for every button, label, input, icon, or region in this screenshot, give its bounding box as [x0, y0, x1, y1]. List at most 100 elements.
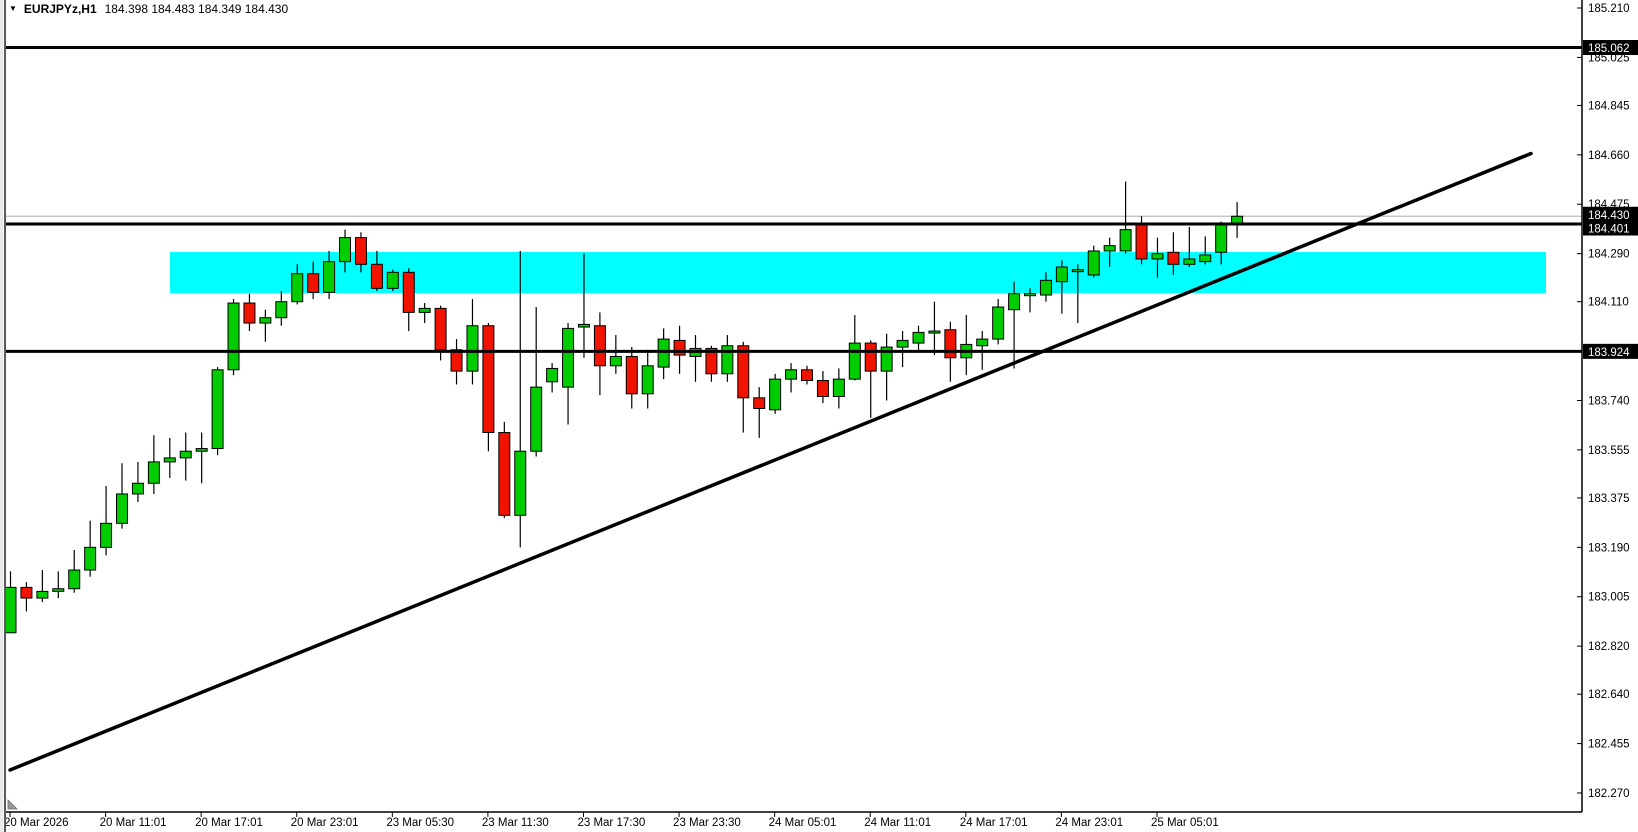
candle-body-bull: [785, 369, 798, 380]
price-tag-183924-label: 183.924: [1588, 347, 1630, 359]
x-axis-label: 24 Mar 23:01: [1055, 817, 1123, 829]
ohlc-values-label: 184.398 184.483 184.349 184.430: [104, 2, 289, 16]
price-tag-185062-box: [1583, 40, 1638, 56]
x-axis-label: 24 Mar 17:01: [960, 817, 1028, 829]
candle-body-bull: [992, 306, 1005, 340]
candle-body-bull: [546, 367, 559, 383]
candle-body-bear: [243, 302, 256, 324]
chart-dropdown-icon[interactable]: ▼: [9, 4, 17, 13]
window-left-border-dark: [4, 0, 6, 832]
candle-body-bull: [721, 345, 734, 375]
price-tag-185062-label: 185.062: [1588, 43, 1630, 55]
candle-body-bull: [1039, 279, 1052, 296]
candle-body-bull: [896, 339, 909, 348]
candle-body-bull: [68, 569, 81, 590]
candle-body-bear: [370, 263, 383, 289]
candle-body-bear: [816, 379, 829, 397]
candle-body-bear: [1167, 251, 1180, 265]
candle-body-bear: [864, 342, 877, 372]
candle-body-bull: [976, 338, 989, 347]
candle-body-bear: [307, 273, 320, 293]
candle-body-bull: [880, 346, 893, 372]
y-axis-label: 184.660: [1588, 150, 1630, 162]
window-left-border-light: [0, 0, 4, 832]
candle-body-bull: [147, 461, 160, 484]
candle-body-bear: [705, 347, 718, 375]
candle-body-bull: [179, 450, 192, 459]
candle-body-bull: [1024, 293, 1037, 297]
candle-body-bear: [20, 586, 33, 599]
candle-body-bull: [832, 378, 845, 397]
y-axis-label: 182.270: [1588, 788, 1630, 800]
x-axis-label: 23 Mar 05:30: [386, 817, 454, 829]
candle-body-bull: [641, 365, 654, 395]
candle-body-bull: [227, 302, 240, 371]
candle-body-bull: [1055, 266, 1068, 283]
y-axis-label: 182.455: [1588, 739, 1630, 751]
symbol-timeframe-label: EURJPYz,H1: [23, 2, 97, 16]
candle-body-bull: [339, 237, 352, 263]
candle-body-bull: [1071, 269, 1084, 273]
candle-body-bull: [1087, 250, 1100, 276]
x-axis-label: 20 Mar 2026: [4, 817, 69, 829]
chart-corner-marker-icon: [7, 799, 18, 810]
candle-body-bear: [450, 349, 463, 372]
candle-body-bull: [609, 355, 622, 367]
candle-body-bear: [625, 355, 638, 395]
candle-body-bull: [386, 271, 399, 289]
candle-body-bear: [402, 271, 415, 313]
candle-body-bull: [36, 590, 49, 599]
price-tag-184401-box: [1583, 220, 1638, 236]
candle-body-bull: [323, 261, 336, 293]
x-axis-label: 25 Mar 05:01: [1151, 817, 1219, 829]
x-axis-label: 20 Mar 23:01: [291, 817, 359, 829]
candle-body-bear: [944, 329, 957, 359]
candle-body-bull: [291, 273, 304, 303]
candle-body-bull: [275, 301, 288, 319]
price-tag-184401-label: 184.401: [1588, 224, 1630, 236]
ascending-trendline[interactable]: [8, 151, 1533, 772]
candle-body-bull: [562, 327, 575, 388]
x-axis-label: 23 Mar 11:30: [482, 817, 549, 829]
y-axis-label: 183.375: [1588, 493, 1630, 505]
candle-body-bull: [52, 588, 65, 592]
candle-body-bear: [753, 397, 766, 410]
candle-body-bull: [848, 342, 861, 380]
x-axis-label: 20 Mar 17:01: [195, 817, 263, 829]
x-axis-label: 23 Mar 17:30: [577, 817, 645, 829]
candle-body-bull: [514, 450, 527, 516]
candle-body-bear: [482, 325, 495, 434]
candle-body-bull: [928, 330, 941, 334]
candle-body-bear: [801, 369, 813, 381]
candle-body-bull: [163, 457, 176, 463]
candle-body-bull: [195, 448, 208, 452]
candle-body-bull: [1119, 229, 1132, 252]
x-axis-label: 24 Mar 05:01: [769, 817, 837, 829]
candle-body-bear: [593, 325, 606, 367]
y-axis-label: 182.640: [1588, 689, 1630, 701]
candle-body-bull: [1215, 223, 1228, 253]
candle-body-bull: [4, 586, 17, 634]
supply-zone-rectangle[interactable]: [170, 252, 1546, 294]
candle-body-bull: [1183, 258, 1196, 265]
y-axis-label: 182.820: [1588, 641, 1630, 653]
candle-body-bull: [530, 386, 543, 452]
candle-body-bear: [1135, 223, 1148, 260]
candle-body-bull: [466, 325, 479, 372]
y-axis-label: 185.025: [1588, 52, 1630, 64]
candle-body-bull: [912, 331, 925, 344]
y-axis-label: 183.555: [1588, 445, 1630, 457]
candle-body-bull: [116, 493, 129, 524]
y-axis-label: 184.290: [1588, 249, 1630, 261]
y-axis-label: 183.190: [1588, 542, 1630, 554]
x-axis-label: 23 Mar 23:30: [673, 817, 741, 829]
candle-body-bull: [769, 378, 782, 411]
price-tag-bid-184430-box: [1583, 206, 1638, 222]
candle-body-bull: [100, 522, 113, 548]
y-axis-label: 183.740: [1588, 395, 1630, 407]
chart-title: ▼ EURJPYz,H1 184.398 184.483 184.349 184…: [9, 2, 288, 16]
candle-body-bull: [259, 317, 272, 324]
